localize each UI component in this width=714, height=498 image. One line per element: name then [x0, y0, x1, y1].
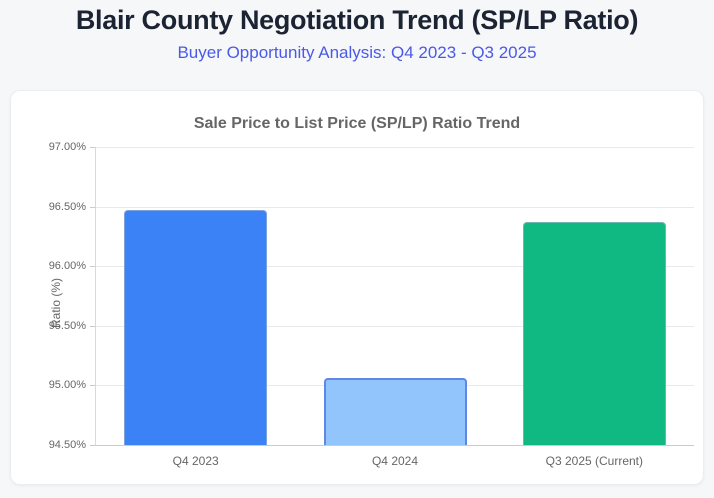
page-subtitle: Buyer Opportunity Analysis: Q4 2023 - Q3… — [177, 43, 537, 63]
page-header: Blair County Negotiation Trend (SP/LP Ra… — [0, 0, 714, 63]
gridline — [96, 325, 694, 327]
plot-area — [90, 147, 694, 446]
y-tick-label: 94.50% — [48, 439, 86, 451]
x-axis-line — [90, 445, 694, 446]
page-title: Blair County Negotiation Trend (SP/LP Ra… — [75, 5, 639, 35]
y-tick-mark — [90, 385, 95, 387]
y-axis-line — [95, 147, 96, 445]
x-tick-label: Q3 2025 (Current) — [545, 454, 644, 468]
y-tick-mark — [90, 147, 95, 148]
y-tick-label: 96.00% — [48, 260, 86, 273]
x-tick-label: Q4 2023 — [172, 454, 219, 468]
bar-q4-2023 — [124, 210, 267, 445]
chart-card: Sale Price to List Price (SP/LP) Ratio T… — [10, 90, 704, 485]
bar-q3-2025-current — [523, 222, 666, 445]
gridline — [96, 266, 694, 268]
y-tick-label: 95.50% — [48, 319, 86, 332]
chart-title: Sale Price to List Price (SP/LP) Ratio T… — [193, 115, 521, 132]
y-tick-label: 97.00% — [48, 141, 86, 153]
bar-q4-2024 — [324, 378, 467, 445]
gridline — [96, 206, 694, 208]
x-tick-label: Q4 2024 — [371, 454, 419, 468]
y-tick-mark — [90, 206, 95, 208]
y-tick-mark — [90, 445, 95, 446]
y-tick-label: 96.50% — [48, 200, 86, 213]
y-tick-mark — [90, 325, 95, 327]
y-tick-label: 95.00% — [48, 379, 86, 392]
gridline — [96, 147, 694, 148]
y-tick-mark — [90, 266, 95, 268]
